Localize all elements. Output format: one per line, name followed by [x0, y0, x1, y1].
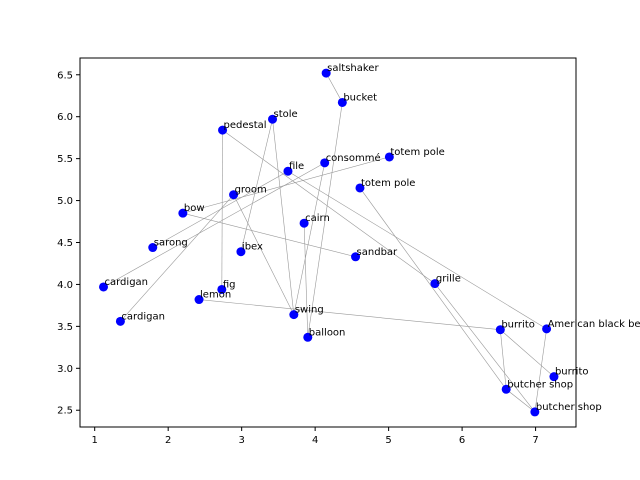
point-label: balloon — [309, 327, 346, 338]
point-label: American black bear — [548, 319, 640, 330]
edge-line — [120, 194, 234, 322]
y-tick-label: 6.5 — [57, 70, 73, 81]
point-label: burrito — [555, 367, 589, 378]
point-label: totem pole — [390, 147, 444, 158]
edge-line — [506, 389, 536, 413]
y-axis-ticks: 2.5 3.0 3.5 4.0 4.5 5.0 5.5 6.0 6.5 — [57, 70, 80, 417]
edge-line — [221, 130, 223, 290]
y-tick-label: 3.0 — [57, 364, 73, 375]
point-label: cardigan — [121, 311, 165, 322]
y-tick-label: 5.0 — [57, 196, 73, 207]
data-point — [99, 282, 109, 292]
point-label: swing — [295, 305, 324, 316]
data-point — [299, 218, 309, 228]
point-label: sarong — [154, 238, 188, 249]
x-tick-label: 2 — [165, 435, 171, 446]
edge-line — [287, 170, 547, 330]
point-label: cardigan — [105, 277, 149, 288]
data-point — [542, 324, 552, 334]
x-tick-label: 3 — [238, 435, 244, 446]
y-tick-label: 3.5 — [57, 322, 73, 333]
data-point — [236, 247, 246, 257]
data-point — [495, 325, 505, 335]
data-point — [355, 183, 365, 193]
edge-line — [307, 102, 343, 338]
x-tick-label: 4 — [312, 435, 318, 446]
edge-line — [272, 119, 295, 315]
edge-line — [182, 156, 390, 214]
edge-line — [103, 162, 325, 288]
point-label: lemon — [200, 290, 231, 301]
data-point — [384, 152, 394, 162]
y-tick-label: 5.5 — [57, 154, 73, 165]
y-tick-label: 6.0 — [57, 112, 73, 123]
data-point — [148, 243, 158, 253]
point-label: grille — [436, 274, 461, 285]
data-point — [115, 316, 125, 326]
data-point — [501, 384, 511, 394]
point-label: cairn — [305, 213, 330, 224]
data-point — [218, 125, 228, 135]
data-point — [178, 208, 188, 218]
edge-line — [500, 329, 507, 390]
point-label: sandbar — [357, 247, 398, 258]
data-point — [430, 279, 440, 289]
edge-line — [500, 329, 555, 377]
point-label: fig — [223, 279, 236, 290]
data-point — [229, 190, 239, 200]
x-tick-label: 1 — [92, 435, 98, 446]
points-layer — [99, 68, 559, 417]
edge-line — [325, 72, 343, 103]
data-point — [268, 114, 278, 124]
point-label: groom — [235, 185, 267, 196]
edge-line — [199, 299, 501, 331]
edge-line — [233, 194, 295, 315]
point-label: stole — [274, 109, 298, 120]
point-label: butcher shop — [536, 402, 602, 413]
data-point — [289, 310, 299, 320]
point-label: totem pole — [361, 178, 415, 189]
point-label: file — [289, 161, 304, 172]
edge-line — [434, 283, 536, 413]
data-point — [351, 252, 361, 262]
point-label: ibex — [242, 242, 263, 253]
data-point — [549, 372, 559, 382]
data-point — [303, 332, 313, 342]
data-point — [283, 166, 293, 176]
y-tick-label: 2.5 — [57, 406, 73, 417]
x-tick-label: 7 — [532, 435, 538, 446]
labels-layer: saltshaker bucket stole pedestal totem pole c… — [105, 63, 640, 413]
point-label: saltshaker — [327, 63, 379, 74]
edge-line — [240, 119, 273, 252]
point-label: consommé — [326, 152, 381, 164]
point-label: pedestal — [224, 120, 267, 131]
edge-line — [534, 328, 547, 412]
point-label: butcher shop — [507, 379, 573, 390]
edge-line — [222, 129, 436, 284]
x-tick-label: 6 — [459, 435, 465, 446]
data-point — [321, 68, 331, 78]
data-point — [194, 295, 204, 305]
point-label: bucket — [343, 92, 377, 103]
data-point — [320, 158, 330, 168]
edge-line — [293, 162, 325, 315]
data-point — [217, 284, 227, 294]
x-axis-ticks: 1 2 3 4 5 6 7 — [92, 427, 539, 446]
edge-line — [303, 223, 309, 338]
y-tick-label: 4.5 — [57, 238, 73, 249]
y-tick-label: 4.0 — [57, 280, 73, 291]
edges-layer — [103, 72, 555, 413]
point-label: bow — [184, 203, 205, 214]
edge-line — [182, 212, 356, 258]
edge-line — [359, 187, 507, 390]
point-label: burrito — [501, 320, 535, 331]
data-point — [530, 407, 540, 417]
data-point — [337, 97, 347, 107]
x-tick-label: 5 — [385, 435, 391, 446]
